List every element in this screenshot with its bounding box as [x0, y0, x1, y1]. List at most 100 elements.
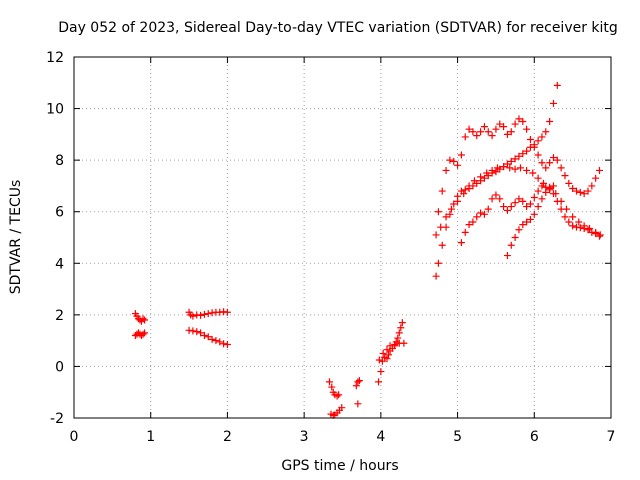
data-point: [200, 310, 208, 318]
series-midday-dip-2: [327, 404, 346, 419]
y-tick-label: 10: [46, 102, 64, 118]
data-point: [450, 200, 458, 208]
data-point: [223, 308, 231, 316]
data-point: [492, 191, 500, 199]
data-point: [375, 356, 383, 364]
data-point: [460, 190, 468, 198]
x-tick-label: 5: [453, 429, 462, 445]
series-morning-upper: [185, 308, 231, 320]
data-point: [515, 152, 523, 160]
x-tick-label: 1: [146, 429, 155, 445]
data-point: [352, 382, 360, 390]
data-point: [461, 186, 469, 194]
x-tick-label: 3: [300, 429, 309, 445]
series-evening-ramp: [432, 81, 561, 280]
data-point: [538, 182, 546, 190]
data-point: [523, 166, 531, 174]
data-point: [526, 143, 534, 151]
data-point: [549, 99, 557, 107]
data-point: [139, 315, 147, 323]
data-point: [542, 164, 550, 172]
data-point: [506, 164, 514, 172]
data-point: [596, 231, 604, 239]
data-point: [553, 81, 561, 89]
data-point: [519, 197, 527, 205]
data-point: [197, 311, 205, 319]
data-point: [534, 151, 542, 159]
data-point: [588, 228, 596, 236]
data-point: [542, 128, 550, 136]
data-point: [580, 190, 588, 198]
data-point: [488, 132, 496, 140]
data-point: [488, 195, 496, 203]
data-point: [446, 156, 454, 164]
y-tick-label: 0: [55, 359, 64, 375]
data-point: [391, 341, 399, 349]
data-point: [523, 125, 531, 133]
data-point: [526, 136, 534, 144]
series-morning-cluster-A: [131, 310, 149, 325]
data-point: [511, 165, 519, 173]
plot-frame: [73, 56, 612, 419]
data-point: [446, 210, 454, 218]
data-point: [553, 197, 561, 205]
data-point: [549, 190, 557, 198]
series-morning-cluster-B: [131, 329, 149, 339]
data-point: [470, 177, 478, 185]
data-point: [503, 130, 511, 138]
data-point: [457, 151, 465, 159]
data-point: [395, 329, 403, 337]
data-point: [523, 203, 531, 211]
series-evening-low: [457, 182, 603, 247]
data-point: [534, 203, 542, 211]
data-point: [492, 125, 500, 133]
data-point: [447, 205, 455, 213]
data-point: [200, 331, 208, 339]
data-point: [529, 169, 537, 177]
data-point: [354, 400, 362, 408]
data-point: [484, 205, 492, 213]
data-point: [454, 161, 462, 169]
data-point: [469, 128, 477, 136]
data-point: [212, 337, 220, 345]
data-point: [507, 128, 515, 136]
data-point: [507, 241, 515, 249]
y-tick-label: 6: [55, 205, 64, 221]
data-point: [500, 123, 508, 131]
data-point: [434, 208, 442, 216]
data-point: [438, 241, 446, 249]
data-point: [523, 147, 531, 155]
data-point: [139, 330, 147, 338]
data-point: [565, 218, 573, 226]
data-point: [189, 312, 197, 320]
data-point: [325, 378, 333, 386]
data-point: [141, 329, 149, 337]
data-point: [480, 174, 488, 182]
data-point: [503, 206, 511, 214]
data-point: [503, 160, 511, 168]
data-point: [584, 226, 592, 234]
data-point: [519, 150, 527, 158]
data-point: [483, 169, 491, 177]
data-point: [519, 117, 527, 125]
data-point: [473, 132, 481, 140]
data-point: [546, 117, 554, 125]
data-point: [530, 210, 538, 218]
data-point: [437, 223, 445, 231]
data-point: [561, 213, 569, 221]
y-tick-label: 2: [55, 308, 64, 324]
data-point: [397, 324, 405, 332]
data-point: [354, 378, 362, 386]
data-point: [588, 182, 596, 190]
data-point: [515, 195, 523, 203]
series-morning-lower: [185, 326, 231, 349]
data-point: [542, 188, 550, 196]
data-point: [400, 339, 408, 347]
grid-lines: [74, 57, 611, 418]
data-point: [216, 338, 224, 346]
data-point: [141, 316, 149, 324]
data-point: [561, 172, 569, 180]
data-point: [379, 350, 387, 358]
data-point: [477, 128, 485, 136]
